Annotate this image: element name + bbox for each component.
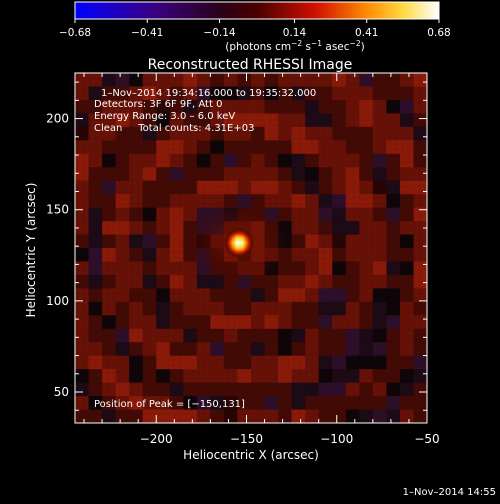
colorbar-tick-label: −0.68	[59, 27, 91, 39]
y-axis-label: Heliocentric Y (arcsec)	[24, 183, 38, 318]
y-tick-label: 150	[46, 203, 69, 217]
annotation-detectors: Detectors: 3F 6F 9F, Att 0	[94, 99, 222, 110]
x-tick-label: −100	[320, 432, 353, 446]
image-area	[74, 72, 428, 424]
colorbar-tick-label: −0.41	[131, 27, 163, 39]
y-tick-label: 50	[54, 385, 69, 399]
annotation-time-range: 1–Nov–2014 19:34:16.000 to 19:35:32.000	[101, 88, 316, 99]
x-axis-ticks: −200 −150 −100 −50	[83, 73, 440, 446]
colorbar-ramp	[74, 1, 440, 20]
x-tick-label: −50	[414, 432, 439, 446]
annotation-energy-range: Energy Range: 3.0 – 6.0 keV	[94, 111, 235, 122]
annotation-block: 1–Nov–2014 19:34:16.000 to 19:35:32.000 …	[94, 88, 316, 134]
timestamp: 1–Nov–2014 14:55	[403, 487, 496, 498]
x-tick-label: −150	[230, 432, 263, 446]
chart-title: Reconstructed RHESSI Image	[148, 57, 353, 73]
colorbar-tick-label: 0.68	[427, 27, 450, 39]
colorbar-tick-label: 0.41	[355, 27, 378, 39]
y-axis-ticks: 50 100 150 200	[46, 81, 427, 411]
colorbar-ticks: −0.68 −0.41 −0.14 0.14 0.41 0.68	[59, 19, 451, 39]
y-tick-label: 100	[46, 294, 69, 308]
x-axis-label: Heliocentric X (arcsec)	[183, 448, 319, 462]
colorbar-tick-label: 0.14	[283, 27, 307, 39]
peak-position-label: Position of Peak = [−150,131]	[94, 399, 245, 410]
y-tick-label: 200	[46, 112, 69, 126]
colorbar-unit-label: (photons cm−2 s−1 asec−2)	[225, 39, 364, 53]
x-tick-label: −200	[140, 432, 173, 446]
colorbar-tick-label: −0.14	[203, 27, 235, 39]
image-pixel-grid	[75, 73, 427, 423]
plot-frame	[74, 72, 428, 424]
annotation-clean-counts: Clean Total counts: 4.31E+03	[94, 123, 254, 134]
colorbar: −0.68 −0.41 −0.14 0.14 0.41 0.68 (photons cm−…	[59, 1, 451, 53]
